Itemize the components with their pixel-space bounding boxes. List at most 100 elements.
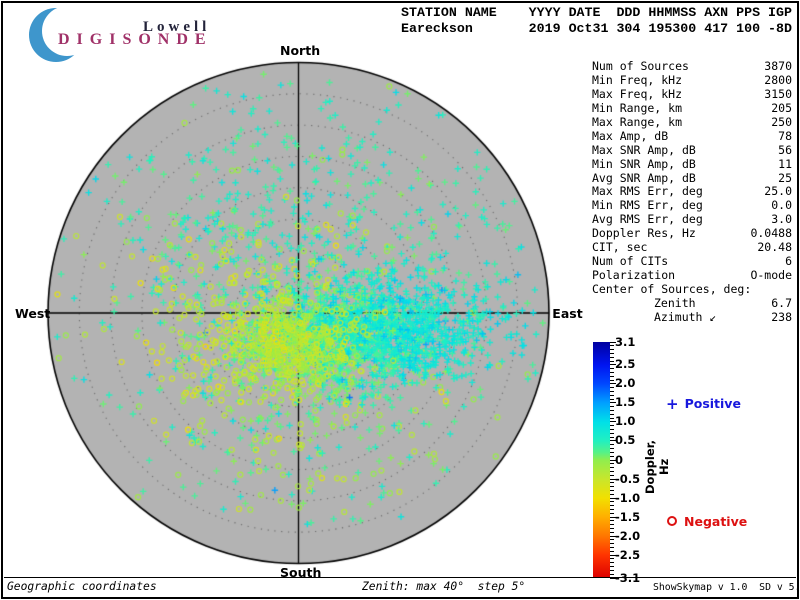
stat-label: Min Freq, kHz — [592, 72, 683, 87]
stat-row: Max SNR Amp, dB 56 — [592, 142, 792, 158]
colorbar-tick — [610, 345, 614, 347]
compass-label-north: North — [280, 43, 321, 58]
colorbar-tick — [610, 364, 616, 366]
stat-label: Center of Sources, deg: — [592, 282, 752, 296]
plus-marker-icon: + — [666, 395, 679, 413]
stat-value: 25.0 — [764, 184, 792, 199]
stat-value: 3.0 — [771, 212, 792, 227]
colorbar-tick — [610, 505, 614, 507]
stat-label: Min Range, km — [592, 100, 683, 115]
stat-value: 250 — [771, 114, 792, 129]
colorbar-tick — [610, 486, 614, 488]
stat-row: Min Freq, kHz 2800 — [592, 72, 792, 88]
colorbar-tick-label: -1.0 — [615, 490, 641, 505]
legend-positive: + Positive — [666, 395, 741, 413]
stat-value: 20.48 — [757, 240, 792, 255]
colorbar-tick — [610, 387, 614, 389]
stat-label: Max Amp, dB — [592, 128, 669, 143]
stat-label: Doppler Res, Hz — [592, 226, 696, 241]
colorbar-tick — [610, 410, 614, 412]
colorbar-tick — [610, 520, 614, 522]
colorbar-tick-label: -2.5 — [615, 547, 641, 562]
colorbar-tick — [610, 539, 614, 541]
stat-value: 2800 — [764, 72, 792, 87]
stat-row: CIT, sec 20.48 — [592, 240, 792, 255]
stat-row: Max Freq, kHz 3150 — [592, 86, 792, 102]
colorbar-tick — [610, 562, 614, 564]
colorbar-tick — [610, 402, 616, 404]
colorbar-tick — [610, 451, 614, 453]
stat-row: Max RMS Err, deg 25.0 — [592, 184, 792, 199]
legend-positive-label: Positive — [684, 396, 741, 411]
legend-negative-label: Negative — [684, 514, 748, 529]
stat-row: Max Range, km 250 — [592, 114, 792, 130]
colorbar-tick — [610, 543, 614, 545]
colorbar-tick — [610, 390, 614, 392]
colorbar-tick-label: 2.5 — [615, 357, 636, 372]
doppler-colorbar: 3.1 2.5 2.0 1.5 1.0 0.5 0 -0.5 -1.0 -1.5 -2.0 -2.5 -… — [593, 335, 653, 584]
colorbar-tick — [610, 394, 614, 396]
stat-label: Max SNR Amp, dB — [592, 142, 696, 157]
app-version-label: ShowSkymap v 1.0 SD v 5.1 — [653, 582, 800, 593]
colorbar-tick — [610, 512, 614, 514]
stat-value: 78 — [778, 128, 792, 143]
colorbar-tick — [610, 497, 616, 499]
colorbar-tick — [610, 558, 614, 560]
stat-value: 3150 — [764, 86, 792, 101]
colorbar-tick — [610, 421, 616, 423]
stat-label: Min RMS Err, deg — [592, 198, 703, 213]
compass-label-south: South — [280, 565, 322, 580]
colorbar-tick — [610, 524, 614, 526]
stat-value: 0.0 — [771, 198, 792, 213]
colorbar-tick — [610, 482, 614, 484]
legend-negative: Negative — [667, 514, 747, 529]
colorbar-tick — [610, 550, 614, 552]
stat-label: CIT, sec — [592, 240, 648, 255]
colorbar-tick — [610, 417, 614, 419]
colorbar-tick — [610, 429, 614, 431]
colorbar-tick — [610, 467, 614, 469]
colorbar-tick — [610, 413, 614, 415]
colorbar-tick — [610, 349, 614, 351]
colorbar-tick — [610, 489, 614, 491]
stat-label: Max Range, km — [592, 114, 683, 129]
colorbar-tick — [610, 455, 614, 457]
colorbar-tick — [610, 547, 614, 549]
colorbar-tick — [610, 478, 616, 480]
colorbar-tick — [610, 470, 614, 472]
stat-row: Zenith 6.7 — [592, 295, 792, 311]
logo-brand-bottom: DIGISONDE — [58, 31, 213, 48]
stat-label: Num of CITs — [592, 254, 669, 269]
station-header: STATION NAME YYYY DATE DDD HHMMSS AXN PP… — [401, 5, 792, 37]
stat-row: Avg SNR Amp, dB 25 — [592, 171, 792, 186]
colorbar-tick — [610, 531, 614, 533]
colorbar-tick — [610, 360, 614, 362]
colorbar-tick-label: 1.5 — [615, 395, 636, 410]
stat-row: Doppler Res, Hz 0.0488 — [592, 226, 792, 241]
coordinates-mode-label: Geographic coordinates — [7, 580, 157, 593]
stat-label: Num of Sources — [592, 59, 689, 73]
colorbar-tick — [610, 459, 616, 461]
stat-row: Max Amp, dB 78 — [592, 128, 792, 144]
stat-value: 6.7 — [771, 295, 792, 310]
colorbar-tick-label: -0.5 — [615, 471, 641, 486]
compass-label-east: East — [552, 306, 583, 321]
colorbar-axis-label: Doppler, Hz — [643, 440, 671, 495]
colorbar-tick — [610, 371, 614, 373]
stats-panel: Num of Sources 3870 Min Freq, kHz 2800 Max F… — [592, 59, 792, 325]
colorbar-tick-label: 2.0 — [615, 376, 636, 391]
colorbar-tick — [610, 356, 614, 358]
stat-label: Min SNR Amp, dB — [592, 156, 696, 171]
colorbar-tick — [610, 535, 616, 537]
footer-divider — [4, 577, 796, 578]
colorbar-tick — [610, 436, 614, 438]
stat-value: 11 — [778, 156, 792, 171]
stat-value: O-mode — [750, 268, 792, 283]
colorbar-tick — [610, 440, 616, 442]
colorbar-tick — [610, 474, 614, 476]
stat-row: Polarization O-mode — [592, 268, 792, 283]
stat-row: Num of CITs 6 — [592, 254, 792, 269]
stat-label: Avg RMS Err, deg — [592, 212, 703, 227]
colorbar-tick — [610, 577, 616, 579]
